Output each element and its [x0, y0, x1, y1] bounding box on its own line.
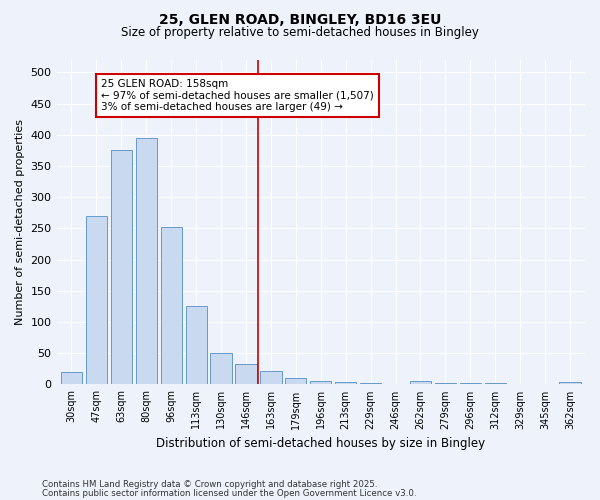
Bar	[460, 383, 481, 384]
Bar	[335, 382, 356, 384]
Bar	[211, 353, 232, 384]
Bar	[310, 380, 331, 384]
Text: Size of property relative to semi-detached houses in Bingley: Size of property relative to semi-detach…	[121, 26, 479, 39]
Text: Contains public sector information licensed under the Open Government Licence v3: Contains public sector information licen…	[42, 489, 416, 498]
Bar	[161, 226, 182, 384]
Bar	[435, 383, 456, 384]
Bar	[86, 216, 107, 384]
Text: 25, GLEN ROAD, BINGLEY, BD16 3EU: 25, GLEN ROAD, BINGLEY, BD16 3EU	[159, 12, 441, 26]
Bar	[235, 364, 257, 384]
Bar	[360, 383, 381, 384]
Bar	[485, 383, 506, 384]
Bar	[136, 138, 157, 384]
Bar	[185, 306, 207, 384]
X-axis label: Distribution of semi-detached houses by size in Bingley: Distribution of semi-detached houses by …	[156, 437, 485, 450]
Text: Contains HM Land Registry data © Crown copyright and database right 2025.: Contains HM Land Registry data © Crown c…	[42, 480, 377, 489]
Bar	[111, 150, 132, 384]
Bar	[61, 372, 82, 384]
Y-axis label: Number of semi-detached properties: Number of semi-detached properties	[15, 119, 25, 325]
Bar	[410, 380, 431, 384]
Bar	[559, 382, 581, 384]
Bar	[285, 378, 307, 384]
Bar	[260, 370, 281, 384]
Text: 25 GLEN ROAD: 158sqm
← 97% of semi-detached houses are smaller (1,507)
3% of sem: 25 GLEN ROAD: 158sqm ← 97% of semi-detac…	[101, 78, 374, 112]
